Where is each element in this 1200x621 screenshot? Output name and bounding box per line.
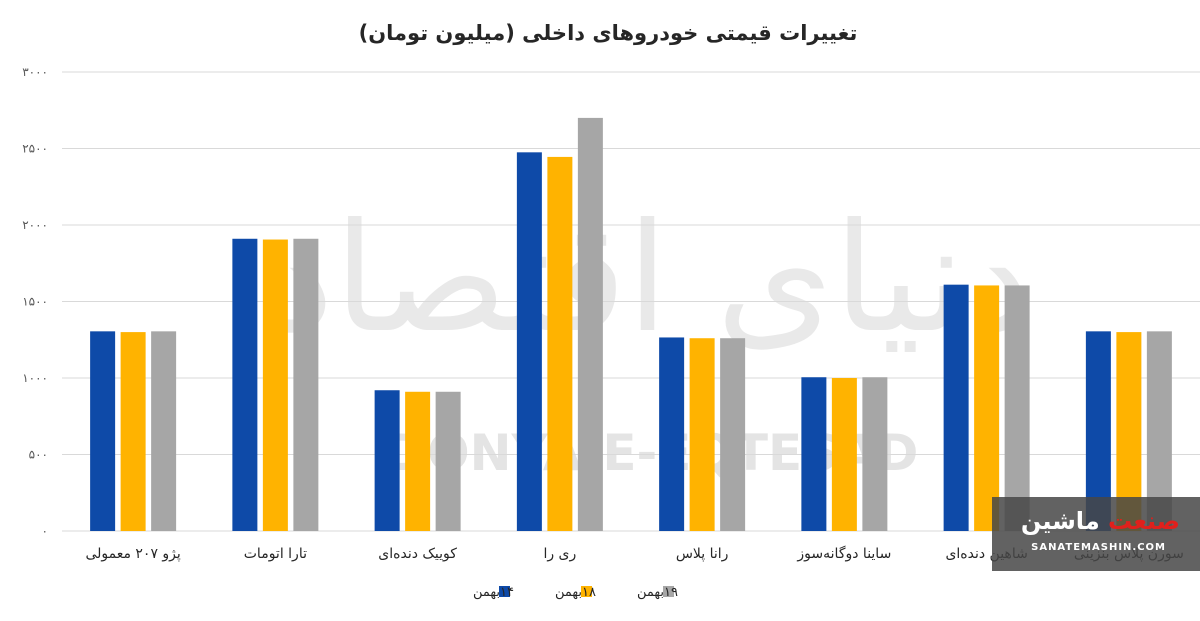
y-tick-label: ۵۰۰ <box>29 448 48 462</box>
bar <box>689 338 715 531</box>
brand-name: صنعت ماشین <box>1021 507 1180 535</box>
legend-label: ۱۹بهمن <box>637 585 678 600</box>
bar <box>862 377 888 531</box>
bar <box>974 285 1000 531</box>
y-tick-label: ۰ <box>42 524 48 538</box>
x-tick-label: تارا اتومات <box>244 546 307 562</box>
y-tick-label: ۳۰۰۰ <box>22 65 48 79</box>
bar <box>262 239 288 531</box>
x-tick-label: رانا پلاس <box>676 546 729 562</box>
watermark-persian: دنیای اقتصاد <box>267 192 1033 366</box>
y-tick-label: ۱۵۰۰ <box>22 295 48 309</box>
x-tick-label: ری را <box>543 546 576 562</box>
bar <box>943 284 969 531</box>
y-axis: ۰ ۵۰۰ ۱۰۰۰ ۱۵۰۰ ۲۰۰۰ ۲۵۰۰ ۳۰۰۰ <box>22 65 48 538</box>
bar <box>90 331 116 531</box>
brand-red-text: صنعت <box>1108 507 1180 535</box>
brand-logo: صنعت ماشین SANATEMASHIN.COM <box>992 497 1200 571</box>
bar <box>120 332 146 531</box>
watermark-latin: DONYA-E-EQTESAD <box>386 424 919 482</box>
bar <box>516 152 542 531</box>
y-tick-label: ۲۵۰۰ <box>22 142 48 156</box>
bar <box>659 337 685 531</box>
bar <box>435 391 461 531</box>
x-tick-label: کوییک دنده‌ای <box>378 546 457 562</box>
legend-swatch <box>663 586 674 597</box>
bar <box>151 331 177 531</box>
legend-label: ۱۸بهمن <box>555 585 596 600</box>
legend: ۱۴بهمن ۱۸بهمن ۱۹بهمن <box>473 585 678 600</box>
brand-white-text: ماشین <box>1020 507 1100 535</box>
bar <box>232 238 258 531</box>
bar <box>374 390 400 531</box>
brand-url: SANATEMASHIN.COM <box>1031 542 1166 553</box>
legend-swatch <box>499 586 510 597</box>
y-tick-label: ۲۰۰۰ <box>22 218 48 232</box>
y-tick-label: ۱۰۰۰ <box>22 371 48 385</box>
bar <box>405 391 431 531</box>
bar <box>293 238 319 531</box>
legend-label: ۱۴بهمن <box>473 585 514 600</box>
bar <box>577 117 603 532</box>
x-tick-label: پژو ۲۰۷ معمولی <box>85 546 180 562</box>
legend-swatch <box>581 586 592 597</box>
bar <box>831 378 857 531</box>
bar <box>1004 285 1030 531</box>
bars <box>90 117 1172 532</box>
x-tick-label: ساینا دوگانه‌سوز <box>796 545 891 562</box>
bar <box>801 377 827 531</box>
bar <box>720 338 746 531</box>
chart-title: تغییرات قیمتی خودروهای داخلی (میلیون توم… <box>359 21 858 45</box>
bar <box>547 156 573 532</box>
